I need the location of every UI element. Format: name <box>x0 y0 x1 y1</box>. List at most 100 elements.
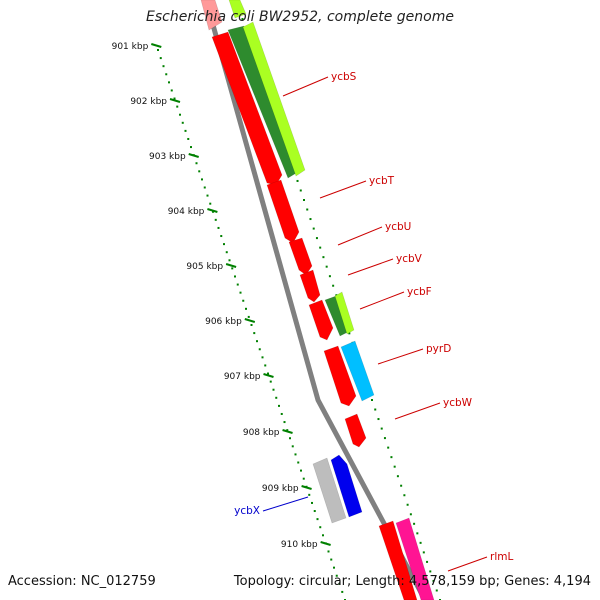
scale-dot <box>245 307 247 310</box>
kbp-label: 903 kbp <box>149 152 186 162</box>
gene-block <box>340 340 375 402</box>
gene-block <box>228 0 247 19</box>
scale-dot <box>302 477 305 480</box>
gene-block <box>312 457 347 524</box>
scale-dot <box>383 437 386 440</box>
scale-dot <box>187 137 190 140</box>
scale-dot <box>201 178 203 181</box>
scale-dot <box>374 408 377 411</box>
gene-block <box>308 299 334 341</box>
scale-dot <box>306 208 309 211</box>
gene-block <box>200 0 223 31</box>
scale-dot <box>426 560 429 563</box>
kbp-label: 906 kbp <box>205 317 242 327</box>
gene-leader-line <box>377 348 424 365</box>
scale-dot <box>234 275 236 278</box>
scale-dot <box>291 445 294 448</box>
scale-dot <box>157 49 159 51</box>
kbp-tick <box>207 208 218 213</box>
gene-block <box>211 31 283 186</box>
scale-dot <box>256 340 258 343</box>
scale-dot <box>269 380 272 383</box>
scale-dot <box>316 518 319 521</box>
kbp-label: 901 kbp <box>112 42 149 52</box>
scale-dot <box>296 179 299 182</box>
scale-dot <box>322 534 324 537</box>
scale-dot <box>184 129 187 132</box>
kbp-label: 910 kbp <box>281 540 318 550</box>
scale-dot <box>179 113 181 116</box>
gene-leader-line <box>347 258 394 276</box>
gene-block <box>299 269 321 303</box>
gene-block <box>288 237 313 276</box>
kbp-label: 905 kbp <box>186 262 223 272</box>
scale-dot <box>325 265 328 268</box>
gene-label: ycbU <box>385 221 411 233</box>
scale-dot <box>283 421 286 424</box>
kbp-tick <box>151 43 162 48</box>
gene-block <box>378 520 418 600</box>
scale-dot <box>333 566 335 569</box>
gene-block <box>242 21 306 177</box>
gene-block <box>266 179 300 244</box>
scale-dot <box>247 315 250 318</box>
scale-dot <box>315 237 318 240</box>
kbp-label: 902 kbp <box>130 97 167 107</box>
scale-dot <box>393 465 396 468</box>
scale-dot <box>258 348 261 351</box>
gene-leader-line <box>319 180 367 199</box>
gene-leader-line <box>394 402 441 420</box>
gene-label: ycbS <box>331 71 357 83</box>
scale-dot <box>190 146 192 149</box>
scale-dot <box>236 283 239 286</box>
scale-dot <box>176 105 179 108</box>
scale-dot <box>390 456 393 459</box>
kbp-tick <box>244 318 256 323</box>
scale-dot <box>322 256 325 259</box>
scale-dot <box>297 461 300 464</box>
scale-dot <box>228 259 231 262</box>
scale-dot <box>387 446 390 449</box>
gene-label: ycbX <box>234 505 260 517</box>
scale-dot <box>341 590 344 593</box>
scale-dot <box>220 235 223 238</box>
scale-dot <box>303 199 305 201</box>
gene-label: ycbT <box>369 175 395 187</box>
gene-block <box>344 413 367 448</box>
gene-leader-line <box>447 556 488 572</box>
kbp-tick <box>188 153 199 158</box>
scale-dot <box>198 170 201 173</box>
gene-block <box>334 291 355 335</box>
scale-dot <box>348 332 351 335</box>
scale-dot <box>403 494 406 497</box>
scale-dot <box>173 97 176 100</box>
scale-dot <box>242 299 245 302</box>
kbp-tick <box>169 98 181 103</box>
gene-block <box>395 517 435 600</box>
scale-dot <box>319 246 322 249</box>
scale-dot <box>162 65 165 68</box>
kbp-label: 909 kbp <box>262 484 299 494</box>
scale-dot <box>159 57 162 60</box>
scale-dot <box>419 541 422 544</box>
scale-dot <box>195 162 198 165</box>
gene-leader-line <box>282 76 329 97</box>
scale-dot <box>217 226 220 229</box>
scale-dot <box>267 372 269 375</box>
scale-dot <box>275 396 278 399</box>
kbp-label: 908 kbp <box>243 428 280 438</box>
scale-dot <box>406 503 409 506</box>
scale-dot <box>422 551 425 554</box>
kbp-tick <box>263 373 274 378</box>
scale-dot <box>327 550 330 553</box>
scale-dot <box>400 484 403 487</box>
genome-title: Escherichia coli BW2952, complete genome <box>146 9 454 25</box>
scale-dot <box>338 582 341 585</box>
scale-dot <box>209 202 212 205</box>
genome-summary: Topology: circular; Length: 4,578,159 bp… <box>233 574 591 589</box>
scale-dot <box>416 532 419 535</box>
kbp-label: 904 kbp <box>168 207 205 217</box>
gene-block <box>323 345 357 407</box>
scale-dot <box>289 437 291 440</box>
scale-dot <box>309 218 312 221</box>
